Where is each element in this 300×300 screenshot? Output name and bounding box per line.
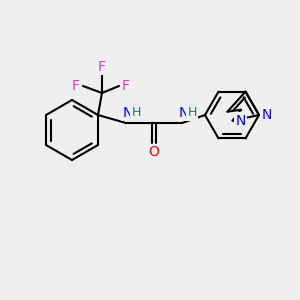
Text: H: H [187, 106, 197, 119]
Text: F: F [122, 79, 130, 93]
Text: F: F [72, 79, 80, 93]
Text: N: N [123, 106, 133, 120]
Text: F: F [98, 60, 106, 74]
Text: N: N [236, 114, 246, 128]
Text: O: O [148, 145, 159, 159]
Text: N: N [179, 106, 189, 120]
Text: H: H [131, 106, 141, 119]
Text: N: N [262, 108, 272, 122]
